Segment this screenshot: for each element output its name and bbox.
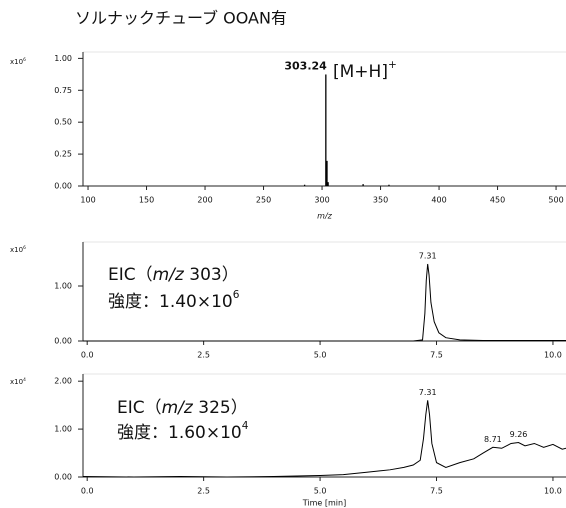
y-multiplier-part: 6: [23, 245, 26, 251]
x-tick-label: 10.0: [544, 351, 562, 360]
x-tick-label: 7.5: [430, 351, 443, 360]
annotation-part: EIC（: [117, 398, 162, 418]
annotation-part: +: [388, 59, 397, 71]
annotation: 強度：1.60×104: [117, 420, 249, 443]
peak-label: 7.31: [419, 388, 437, 397]
y-multiplier-part: 6: [23, 57, 26, 63]
y-tick-label: 0.00: [54, 182, 72, 191]
x-tick-label: 5.0: [314, 351, 327, 360]
y-tick-label: 1.00: [54, 54, 72, 63]
peak-label: 7.31: [419, 252, 437, 261]
annotation: EIC（m/z 303）: [108, 265, 239, 285]
x-tick-label: 450: [490, 196, 505, 205]
peak-label: 8.71: [484, 435, 502, 444]
x-tick-label: 350: [373, 196, 388, 205]
y-tick-label: 2.00: [54, 377, 72, 386]
peak-label: 303.24: [284, 59, 327, 72]
x-tick-label: 0.0: [81, 351, 94, 360]
annotation-part: 強度：1.40×10: [108, 292, 233, 312]
y-tick-label: 0.50: [54, 118, 72, 127]
x-tick-label: 100: [80, 196, 95, 205]
chromatogram-trace: [82, 400, 566, 478]
chromatogram-trace: [83, 263, 566, 342]
annotation: 強度：1.40×106: [108, 289, 240, 312]
x-tick-label: 7.5: [430, 487, 443, 496]
x-tick-label: 10.0: [544, 487, 562, 496]
chart-title: ソルナックチューブ OOAN有: [75, 9, 287, 28]
y-multiplier: x106: [10, 57, 26, 66]
annotation-part: 強度：1.60×10: [117, 423, 242, 443]
y-tick-label: 0.00: [54, 337, 72, 346]
y-tick-label: 0.25: [54, 150, 72, 159]
annotation: EIC（m/z 325）: [117, 398, 248, 418]
x-tick-label: 500: [548, 196, 563, 205]
annotation-part: m/z: [162, 398, 194, 418]
x-tick-label: 400: [431, 196, 446, 205]
x-tick-label: 300: [314, 196, 329, 205]
annotation: [M+H]+: [333, 59, 397, 82]
annotation-part: m/z: [153, 265, 185, 285]
y-tick-label: 1.00: [54, 425, 72, 434]
annotation-part: 6: [233, 289, 240, 301]
x-tick-label: 0.0: [81, 487, 94, 496]
annotation-part: 4: [242, 420, 249, 432]
annotation-part: 303）: [184, 265, 239, 285]
y-multiplier: x106: [10, 245, 26, 254]
peak-label: 9.26: [510, 430, 528, 439]
y-tick-label: 0.00: [54, 473, 72, 482]
x-axis-label: Time [min]: [302, 499, 346, 508]
y-multiplier-part: x10: [10, 246, 23, 254]
y-multiplier-part: x10: [10, 378, 23, 386]
y-multiplier: x104: [10, 377, 26, 386]
x-tick-label: 200: [197, 196, 212, 205]
annotation-part: [M+H]: [333, 62, 388, 82]
y-multiplier-part: x10: [10, 58, 23, 66]
annotation-part: EIC（: [108, 265, 153, 285]
y-multiplier-part: 4: [23, 377, 26, 383]
x-tick-label: 250: [256, 196, 271, 205]
x-tick-label: 2.5: [197, 487, 210, 496]
annotation-part: 325）: [193, 398, 248, 418]
x-axis-label: m/z: [317, 212, 332, 221]
x-tick-label: 150: [139, 196, 154, 205]
x-tick-label: 5.0: [314, 487, 327, 496]
x-tick-label: 2.5: [197, 351, 210, 360]
y-tick-label: 0.75: [54, 86, 72, 95]
y-tick-label: 1.00: [54, 282, 72, 291]
